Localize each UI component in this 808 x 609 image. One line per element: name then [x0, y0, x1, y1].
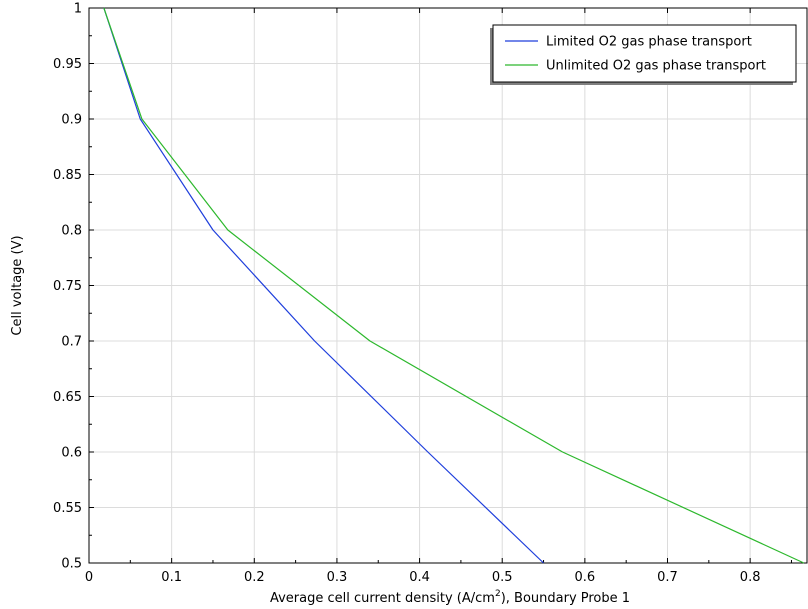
y-tick-label: 0.55 — [53, 501, 82, 516]
x-axis-label-tail: ), Boundary Probe 1 — [501, 591, 630, 606]
x-tick-label: 0.4 — [409, 570, 430, 585]
x-tick-label: 0.7 — [657, 570, 678, 585]
series-line — [103, 7, 805, 564]
legend-item: Limited O2 gas phase transport — [505, 35, 752, 50]
x-tick-label: 0.2 — [244, 570, 265, 585]
y-tick-label: 0.95 — [53, 57, 82, 72]
grid-lines — [89, 8, 808, 563]
x-tick-label: 0 — [85, 570, 93, 585]
y-tick-label: 0.8 — [61, 224, 82, 239]
y-tick-label: 0.9 — [61, 113, 82, 128]
y-tick-label: 0.65 — [53, 390, 82, 405]
x-tick-label: 0.5 — [492, 570, 513, 585]
y-tick-label: 0.5 — [61, 557, 82, 572]
x-tick-label: 0.6 — [575, 570, 596, 585]
x-axis: 0 0.1 0.2 0.3 0.4 0.5 0.6 0.7 0.8 — [85, 8, 792, 585]
legend-items: Limited O2 gas phase transport Unlimited … — [505, 35, 766, 74]
y-tick-label: 0.6 — [61, 446, 82, 461]
y-axis: 0.5 0.55 0.6 0.65 0.7 0.75 0.8 0.85 0.9 0.95 1 — [53, 2, 94, 572]
x-tick-label: 0.8 — [740, 570, 761, 585]
y-tick-label: 1 — [74, 2, 82, 17]
y-tick-label: 0.85 — [53, 168, 82, 183]
x-tick-label: 0.1 — [161, 570, 182, 585]
x-axis-label-superscript: 2 — [495, 589, 501, 599]
y-tick-label: 0.75 — [53, 279, 82, 294]
x-tick-label: 0.3 — [327, 570, 348, 585]
legend: Limited O2 gas phase transport Unlimited … — [490, 24, 797, 85]
y-tick-label: 0.7 — [61, 335, 82, 350]
series-layer — [103, 7, 805, 564]
series-2 — [103, 7, 805, 564]
y-axis-label: Cell voltage (V) — [10, 235, 25, 335]
legend-item: Unlimited O2 gas phase transport — [505, 59, 766, 74]
series-line — [103, 7, 544, 564]
x-axis-label: Average cell current density (A/cm2), Bo… — [270, 589, 630, 606]
legend-label: Limited O2 gas phase transport — [546, 35, 752, 50]
legend-label: Unlimited O2 gas phase transport — [546, 59, 766, 74]
x-axis-label-main: Average cell current density (A/cm — [270, 591, 495, 606]
legend-box — [492, 24, 797, 83]
